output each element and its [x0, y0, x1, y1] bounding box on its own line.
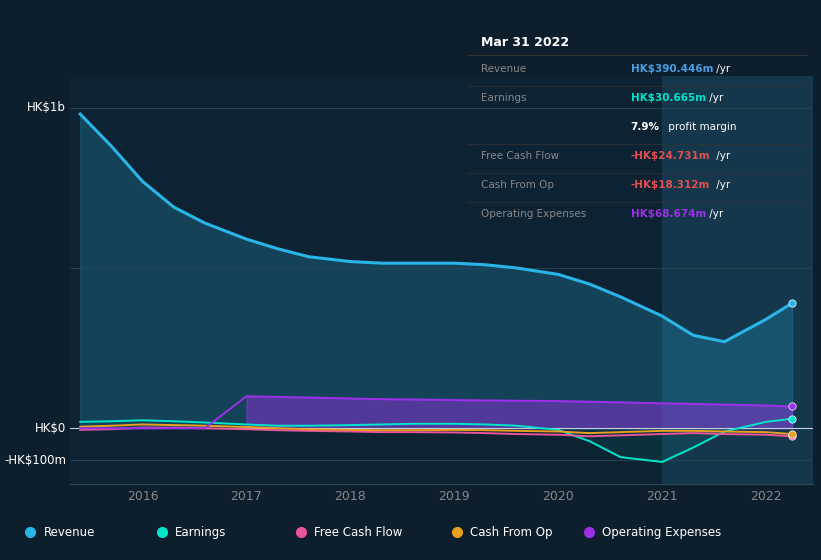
- Text: Operating Expenses: Operating Expenses: [481, 209, 586, 218]
- Text: HK$0: HK$0: [34, 422, 66, 435]
- Point: [786, 414, 799, 423]
- Point: [786, 402, 799, 411]
- Text: profit margin: profit margin: [665, 122, 736, 132]
- Text: /yr: /yr: [713, 151, 731, 161]
- Text: -HK$18.312m: -HK$18.312m: [631, 180, 710, 190]
- Text: Free Cash Flow: Free Cash Flow: [481, 151, 559, 161]
- Point: [786, 432, 799, 441]
- Text: Revenue: Revenue: [44, 526, 95, 539]
- Text: 7.9%: 7.9%: [631, 122, 660, 132]
- Text: Earnings: Earnings: [481, 93, 526, 102]
- Text: Operating Expenses: Operating Expenses: [602, 526, 721, 539]
- Text: HK$1b: HK$1b: [27, 101, 66, 114]
- Point: [786, 430, 799, 438]
- Point: [786, 299, 799, 308]
- Text: HK$68.674m: HK$68.674m: [631, 209, 706, 218]
- Text: Cash From Op: Cash From Op: [470, 526, 553, 539]
- Text: /yr: /yr: [706, 209, 723, 218]
- Text: Revenue: Revenue: [481, 64, 526, 74]
- Text: Free Cash Flow: Free Cash Flow: [314, 526, 403, 539]
- Text: HK$30.665m: HK$30.665m: [631, 93, 706, 102]
- Text: HK$390.446m: HK$390.446m: [631, 64, 713, 74]
- Text: /yr: /yr: [713, 180, 731, 190]
- Text: -HK$100m: -HK$100m: [4, 454, 66, 467]
- Text: /yr: /yr: [713, 64, 731, 74]
- Text: Mar 31 2022: Mar 31 2022: [481, 36, 569, 49]
- Text: Cash From Op: Cash From Op: [481, 180, 554, 190]
- Text: /yr: /yr: [706, 93, 723, 102]
- Text: Earnings: Earnings: [175, 526, 227, 539]
- Bar: [662, 76, 813, 484]
- Text: -HK$24.731m: -HK$24.731m: [631, 151, 710, 161]
